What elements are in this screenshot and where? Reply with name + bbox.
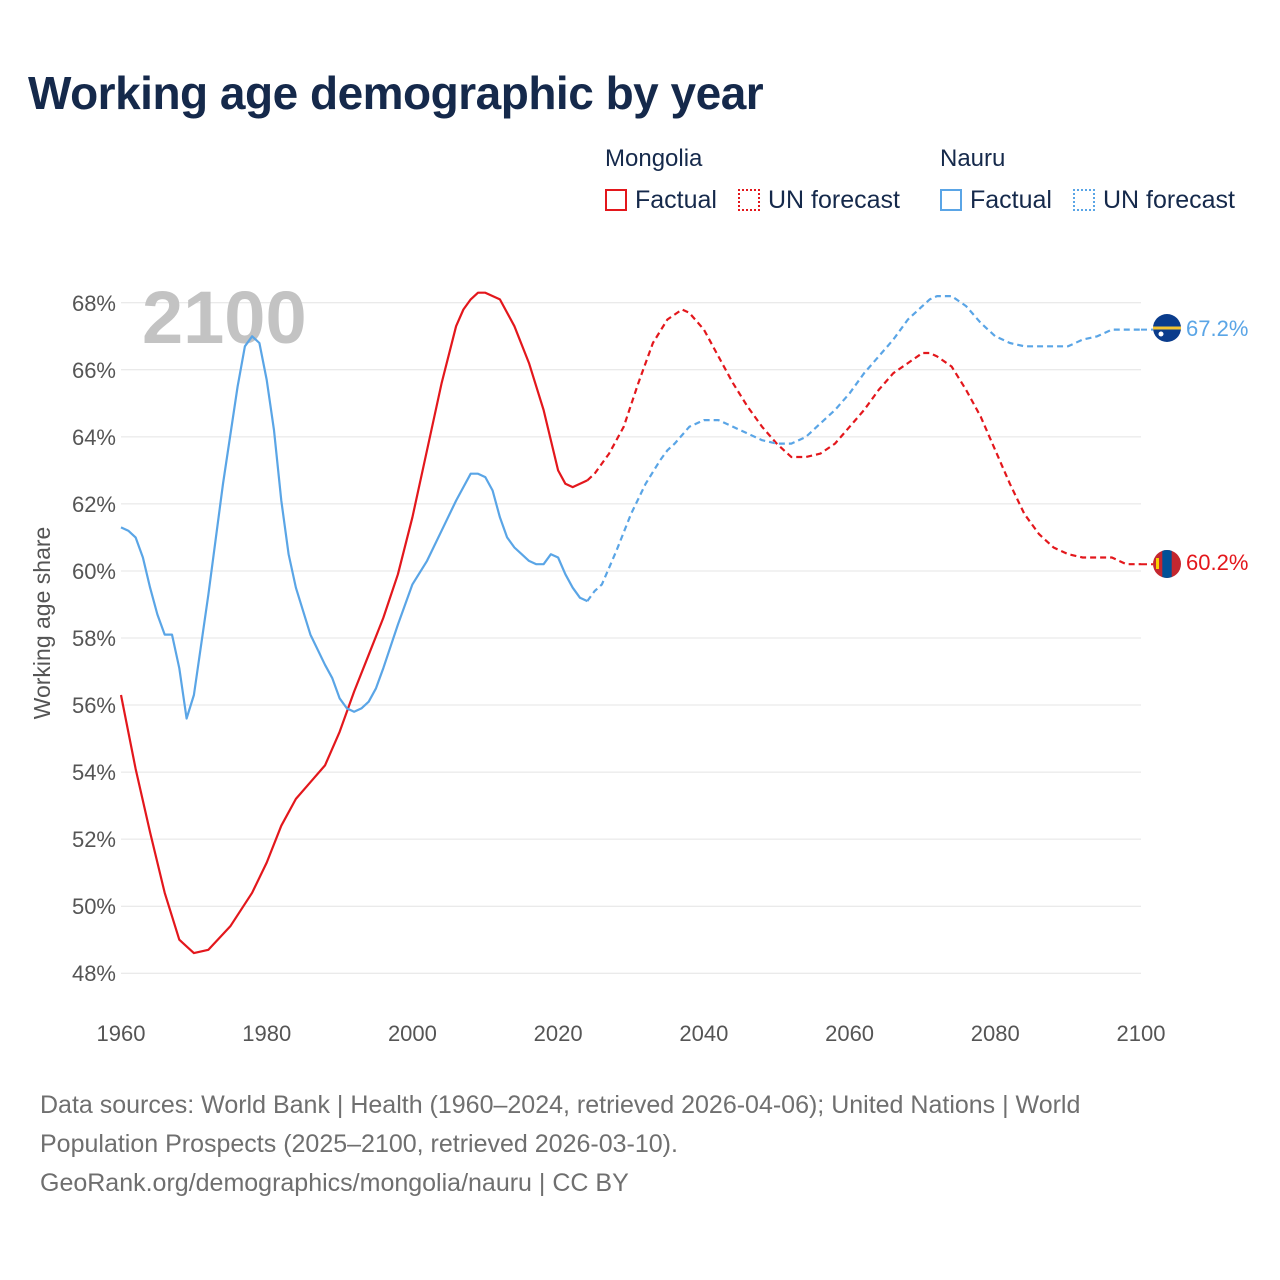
mongolia-factual-line [119, 291, 588, 955]
legend-group-mongolia: Mongolia [605, 145, 703, 172]
x-tick-label: 1960 [97, 1021, 146, 1046]
x-tick-label: 2020 [534, 1021, 583, 1046]
legend-label: UN forecast [768, 185, 900, 214]
y-tick-label: 60% [72, 559, 116, 584]
x-axis: 1960 1980 2000 2020 2040 2060 2080 2100 [97, 1021, 1166, 1046]
legend-label: UN forecast [1103, 185, 1235, 214]
x-tick-label: 2000 [388, 1021, 437, 1046]
year-watermark: 2100 [142, 276, 307, 359]
y-tick-label: 66% [72, 358, 116, 383]
y-tick-label: 52% [72, 827, 116, 852]
x-tick-label: 2100 [1117, 1021, 1166, 1046]
nauru-forecast-line [586, 295, 1141, 602]
source-line-3[interactable]: GeoRank.org/demographics/mongolia/nauru … [40, 1169, 629, 1197]
y-tick-label: 58% [72, 626, 116, 651]
legend-item-mongolia-factual[interactable]: Factual [605, 186, 717, 214]
legend-swatch-dotted-blue-icon [1073, 189, 1095, 211]
x-tick-label: 1980 [242, 1021, 291, 1046]
x-tick-label: 2060 [825, 1021, 874, 1046]
y-tick-label: 62% [72, 492, 116, 517]
legend-item-nauru-factual[interactable]: Factual [940, 186, 1052, 214]
nauru-flag-icon [1153, 314, 1181, 342]
x-tick-label: 2080 [971, 1021, 1020, 1046]
legend-group-nauru: Nauru [940, 145, 1006, 172]
legend-swatch-solid-blue-icon [940, 189, 962, 211]
nauru-end-value: 67.2% [1186, 316, 1248, 341]
y-tick-label: 64% [72, 425, 116, 450]
grid-lines [121, 302, 1141, 974]
y-axis: 48% 50% 52% 54% 56% 58% 60% 62% 64% 66% 68% [72, 291, 116, 986]
source-line-1: Data sources: World Bank | Health (1960–… [40, 1091, 1081, 1119]
y-axis-label: Working age share [29, 527, 55, 720]
y-tick-label: 54% [72, 760, 116, 785]
legend-swatch-solid-red-icon [605, 189, 627, 211]
series-lines [119, 291, 1153, 955]
y-tick-label: 68% [72, 291, 116, 316]
source-line-2: Population Prospects (2025–2100, retriev… [40, 1130, 678, 1158]
mongolia-end-value: 60.2% [1186, 550, 1248, 575]
y-tick-label: 56% [72, 693, 116, 718]
source-footer: Data sources: World Bank | Health (1960–… [40, 1086, 1220, 1203]
chart-title: Working age demographic by year [28, 67, 764, 119]
legend-label: Factual [635, 185, 717, 214]
x-tick-label: 2040 [679, 1021, 728, 1046]
legend-swatch-dotted-red-icon [738, 189, 760, 211]
legend-item-mongolia-forecast[interactable]: UN forecast [738, 186, 900, 214]
mongolia-flag-icon [1153, 550, 1181, 578]
line-chart: 2100 48% 50% 52% 54% 56% 58% 60% 62% 64% 66% 68% 1… [29, 276, 1248, 1046]
y-tick-label: 48% [72, 961, 116, 986]
mongolia-forecast-line [586, 308, 1141, 566]
nauru-factual-line [120, 335, 588, 720]
legend-label: Factual [970, 185, 1052, 214]
legend-item-nauru-forecast[interactable]: UN forecast [1073, 186, 1235, 214]
y-tick-label: 50% [72, 894, 116, 919]
